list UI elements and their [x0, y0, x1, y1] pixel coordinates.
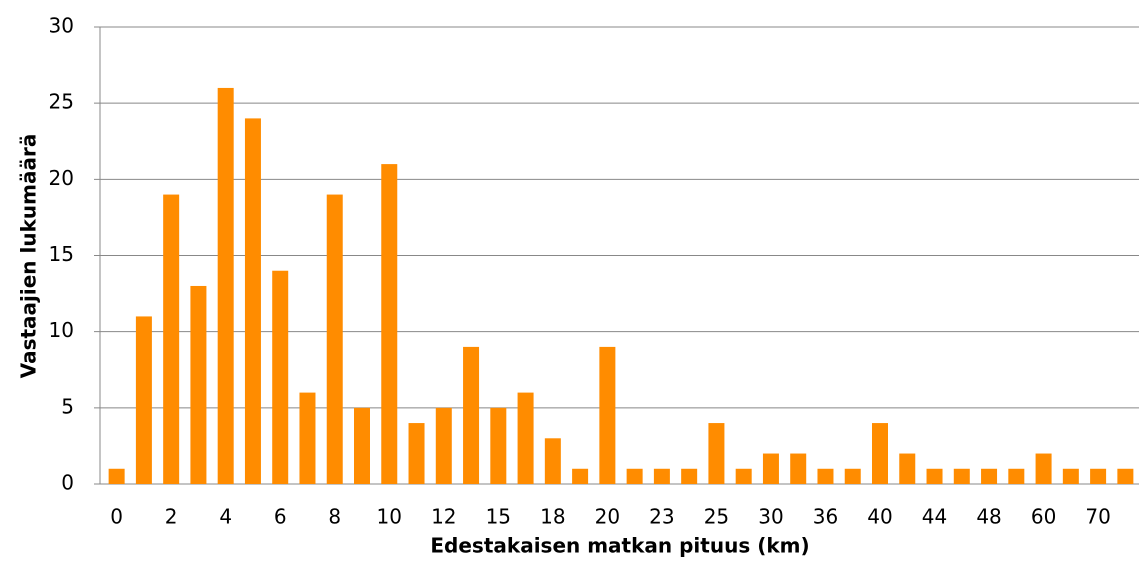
bar — [953, 468, 970, 484]
y-tick-label: 10 — [49, 318, 74, 342]
bar — [1117, 468, 1134, 484]
bar — [926, 468, 943, 484]
y-tick-label: 15 — [49, 242, 74, 266]
bar — [844, 468, 861, 484]
bar — [408, 423, 425, 484]
bar — [108, 468, 125, 484]
bar — [1090, 468, 1107, 484]
x-tick-label: 6 — [274, 505, 287, 529]
bar — [299, 392, 316, 484]
x-tick-label: 10 — [377, 505, 402, 529]
x-tick-label: 44 — [922, 505, 947, 529]
x-tick-label: 36 — [813, 505, 838, 529]
bar — [681, 468, 698, 484]
bar — [326, 194, 343, 485]
bar — [354, 407, 370, 484]
x-tick-label: 18 — [540, 505, 565, 529]
bar — [981, 468, 998, 484]
x-tick-label: 4 — [219, 505, 232, 529]
bar — [190, 285, 207, 484]
bar — [272, 270, 289, 484]
x-tick-label: 30 — [758, 505, 783, 529]
y-tick-label: 25 — [49, 90, 74, 114]
bar — [790, 453, 807, 484]
x-tick-label: 12 — [431, 505, 456, 529]
bar — [517, 392, 534, 484]
y-tick-label: 0 — [61, 471, 74, 495]
bar — [653, 468, 670, 484]
x-tick-label: 8 — [328, 505, 341, 529]
x-tick-label: 2 — [165, 505, 178, 529]
y-tick-label: 20 — [49, 166, 74, 190]
x-tick-label: 70 — [1085, 505, 1110, 529]
x-tick-label: 0 — [110, 505, 123, 529]
bar — [735, 468, 752, 484]
y-tick-label: 5 — [61, 394, 74, 418]
bar — [163, 194, 180, 485]
bar — [708, 423, 725, 484]
bar — [1008, 468, 1025, 484]
y-tick-label: 30 — [49, 14, 74, 38]
bar — [599, 346, 616, 484]
bar — [762, 453, 779, 484]
x-tick-label: 48 — [976, 505, 1001, 529]
bar — [463, 346, 480, 484]
x-tick-label: 25 — [704, 505, 729, 529]
bar — [244, 118, 261, 485]
bar — [626, 468, 643, 484]
bar — [490, 407, 507, 484]
x-tick-label: 20 — [595, 505, 620, 529]
x-tick-label: 23 — [649, 505, 674, 529]
bar — [1035, 453, 1052, 484]
x-axis-title: Edestakaisen matkan pituus (km) — [430, 534, 809, 558]
bar — [872, 423, 888, 484]
bar — [899, 453, 916, 484]
x-tick-label: 40 — [867, 505, 892, 529]
y-axis-title: Vastaajien lukumäärä — [17, 134, 41, 379]
x-tick-label: 15 — [486, 505, 511, 529]
x-tick-label: 60 — [1031, 505, 1056, 529]
bar — [135, 316, 152, 484]
bar — [544, 438, 561, 484]
bar — [217, 87, 234, 484]
bar — [817, 468, 834, 484]
bar — [381, 164, 398, 484]
bar — [572, 468, 589, 484]
bar — [435, 407, 452, 484]
bar — [1062, 468, 1079, 484]
